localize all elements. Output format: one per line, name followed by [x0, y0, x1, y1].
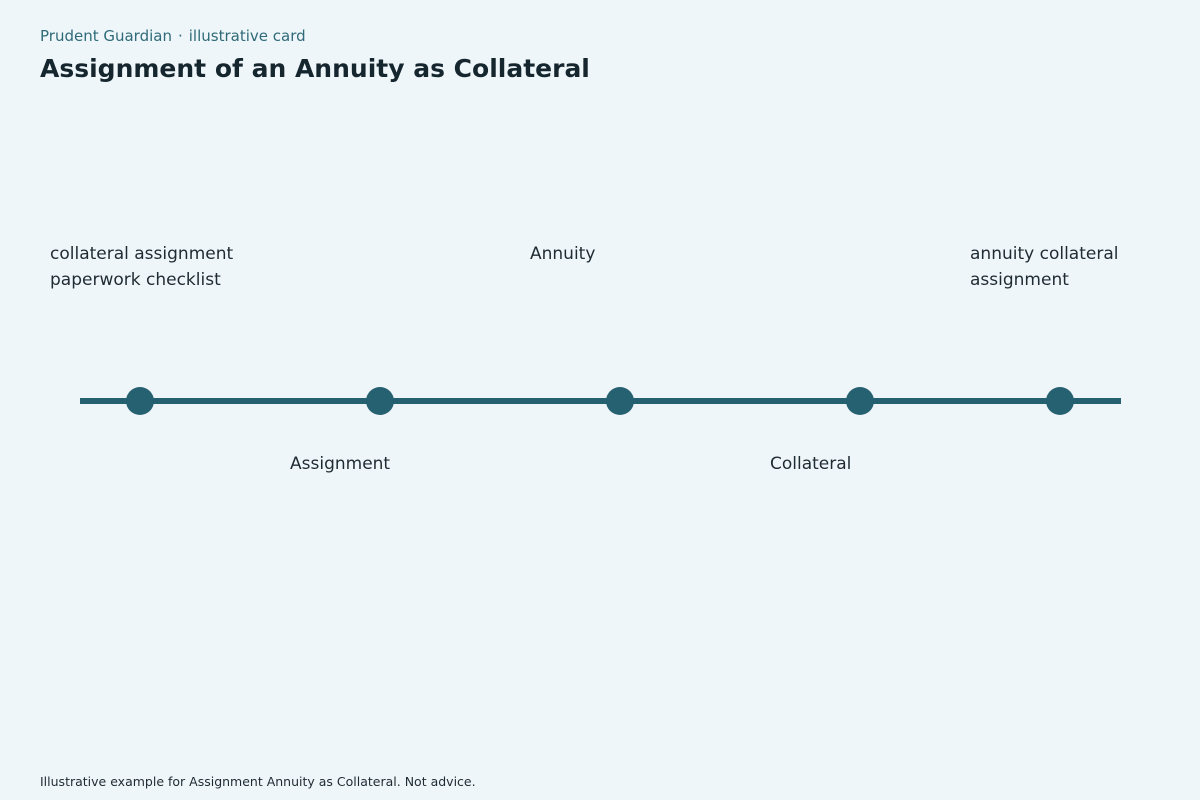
timeline-nodes — [126, 387, 1074, 415]
header-meta: Prudent Guardian · illustrative card — [40, 27, 306, 45]
header-separator: · — [177, 27, 183, 45]
timeline-node-1 — [126, 387, 154, 415]
footer-note: Illustrative example for Assignment Annu… — [40, 774, 476, 789]
stage-label-3: Annuity — [530, 244, 596, 264]
card-tagline: illustrative card — [188, 27, 306, 45]
timeline-node-5 — [1046, 387, 1074, 415]
timeline-node-3 — [606, 387, 634, 415]
brand-name: Prudent Guardian — [40, 27, 172, 45]
timeline-node-2 — [366, 387, 394, 415]
stage-label-2: Assignment — [290, 454, 391, 474]
stage-label-1: collateral assignment paperwork checklis… — [50, 244, 234, 290]
stage-label-5: annuity collateral assignment — [970, 244, 1119, 290]
page-title: Assignment of an Annuity as Collateral — [40, 54, 590, 83]
stage-label-4: Collateral — [770, 454, 852, 474]
timeline-node-4 — [846, 387, 874, 415]
